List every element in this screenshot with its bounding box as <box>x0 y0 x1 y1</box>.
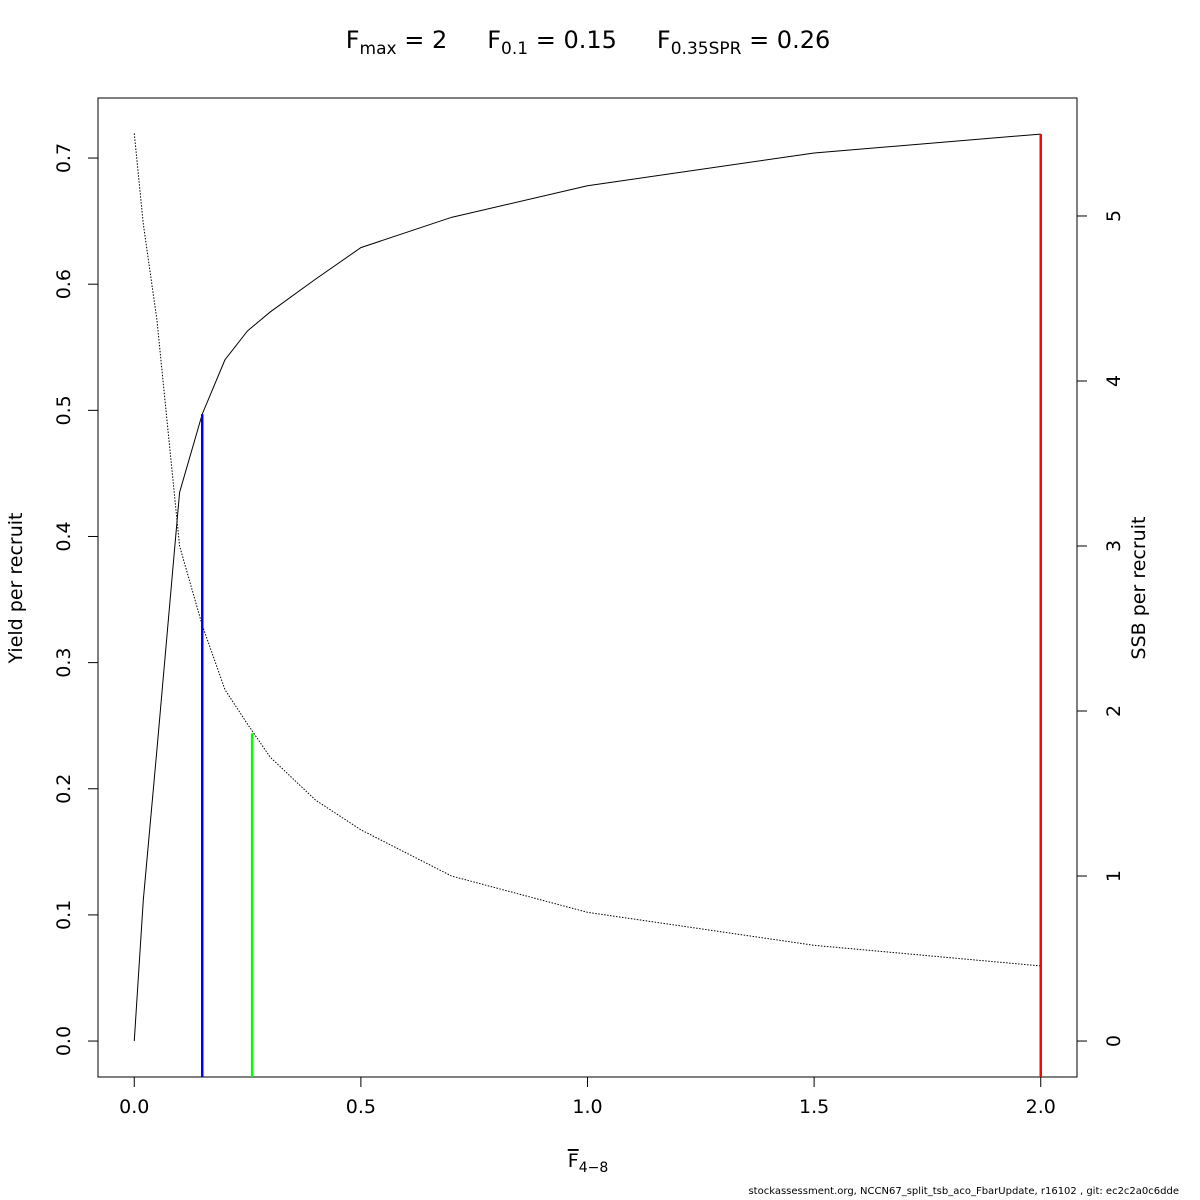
x-tick-label: 1.0 <box>572 1096 602 1118</box>
x-tick-label: 2.0 <box>1026 1096 1056 1118</box>
y-tick-label: 0.5 <box>53 395 75 425</box>
y-tick-label: 0.1 <box>53 900 75 930</box>
y-tick-label: 0.6 <box>53 269 75 299</box>
chart-title: Fmax = 2 F0.1 = 0.15 F0.35SPR = 0.26 <box>346 26 831 59</box>
y2-tick-label: 4 <box>1103 375 1125 387</box>
title-sub: max <box>360 39 397 59</box>
y-tick-label: 0.7 <box>53 143 75 173</box>
footer: stockassessment.org, NCCN67_split_tsb_ac… <box>748 1186 1179 1197</box>
title-rest: = 0.26 <box>741 26 830 54</box>
y2-tick-label: 5 <box>1103 210 1125 222</box>
series-line <box>133 133 1041 967</box>
y-tick-label: 0.0 <box>53 1026 75 1056</box>
x-axis-label-main: F <box>568 1150 579 1172</box>
title-main: F <box>346 26 360 54</box>
y-tick-label: 0.3 <box>53 648 75 678</box>
y-tick-label: 0.4 <box>53 521 75 551</box>
y2-tick-label: 3 <box>1103 540 1125 552</box>
plot-frame <box>97 97 1078 1078</box>
y-tick-label: 0.2 <box>53 774 75 804</box>
title-main: F <box>657 26 671 54</box>
x-tick-label: 0.0 <box>119 1096 149 1118</box>
series-line <box>133 133 1041 1042</box>
title-main: F <box>487 26 501 54</box>
y2-tick-label: 2 <box>1103 705 1125 717</box>
x-axis-label: F4−8 <box>568 1150 608 1176</box>
title-rest: = 0.15 <box>528 26 617 54</box>
y-axis-label: Yield per recruit <box>5 513 27 665</box>
title-rest: = 2 <box>397 26 448 54</box>
y2-axis-label: SSB per recruit <box>1128 517 1150 660</box>
x-tick-label: 0.5 <box>346 1096 376 1118</box>
y2-tick-label: 0 <box>1103 1035 1125 1047</box>
title-sub: 0.35SPR <box>671 39 742 59</box>
x-tick-label: 1.5 <box>799 1096 829 1118</box>
y2-tick-label: 1 <box>1103 870 1125 882</box>
x-axis-label-sub: 4−8 <box>579 1160 609 1176</box>
title-sub: 0.1 <box>501 39 528 59</box>
